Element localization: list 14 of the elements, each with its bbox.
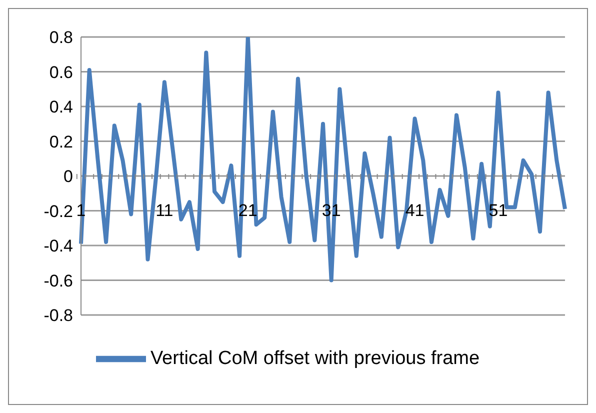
y-tick-label: -0.4 — [44, 236, 73, 256]
y-tick-label: -0.2 — [44, 202, 73, 221]
x-tick-label: 31 — [322, 201, 341, 220]
y-tick-label: 0.6 — [49, 62, 73, 82]
y-tick-label: 0.2 — [49, 132, 73, 152]
y-tick-label: -0.8 — [44, 306, 73, 326]
x-tick-label: 11 — [156, 201, 174, 220]
line-series — [79, 37, 567, 282]
y-tick-label: -0.6 — [44, 271, 73, 290]
y-tick-label: 0.8 — [49, 28, 73, 48]
legend-label: Vertical CoM offset with previous frame — [150, 348, 480, 370]
y-tick-label: 0.4 — [49, 98, 73, 117]
y-tick-label: 0 — [64, 167, 73, 186]
x-tick-label: 21 — [238, 201, 258, 220]
